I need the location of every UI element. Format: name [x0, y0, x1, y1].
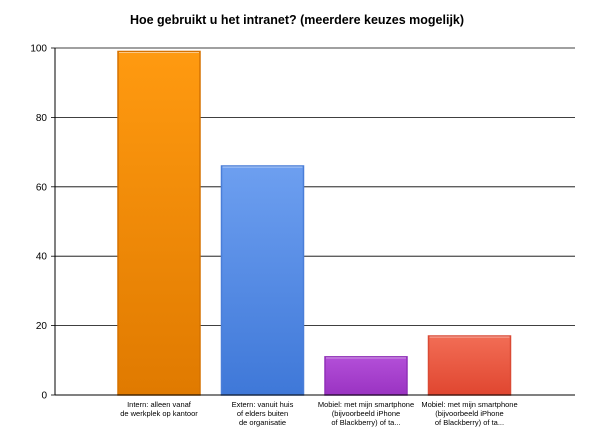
x-category-label: Extern: vanuit huis of elders buiten de or…: [232, 400, 294, 427]
y-tick-label: 0: [41, 391, 47, 402]
bar: [324, 356, 408, 396]
x-category-label: Mobiel: met mijn smartphone (bijvoorbeeld…: [318, 400, 414, 427]
y-tick-label: 40: [36, 252, 48, 263]
bar: [427, 335, 512, 396]
chart-title: Hoe gebruikt u het intranet? (meerdere k…: [130, 13, 464, 27]
x-category-label: Mobiel: met mijn smartphone (bijvoorbeeld…: [421, 400, 517, 427]
y-tick-label: 80: [36, 113, 48, 124]
bars: [117, 50, 512, 396]
y-tick-labels: 0 20 40 60 80 100: [30, 44, 47, 402]
y-tick-label: 60: [36, 182, 48, 193]
x-category-labels: Intern: alleen vanaf de werkplek op kanto…: [120, 400, 517, 427]
y-tick-label: 20: [36, 321, 48, 332]
bar: [220, 165, 305, 396]
bar: [117, 50, 201, 396]
axes: [51, 47, 575, 396]
x-category-label: Intern: alleen vanaf de werkplek op kanto…: [120, 400, 198, 418]
y-tick-label: 100: [30, 44, 47, 55]
